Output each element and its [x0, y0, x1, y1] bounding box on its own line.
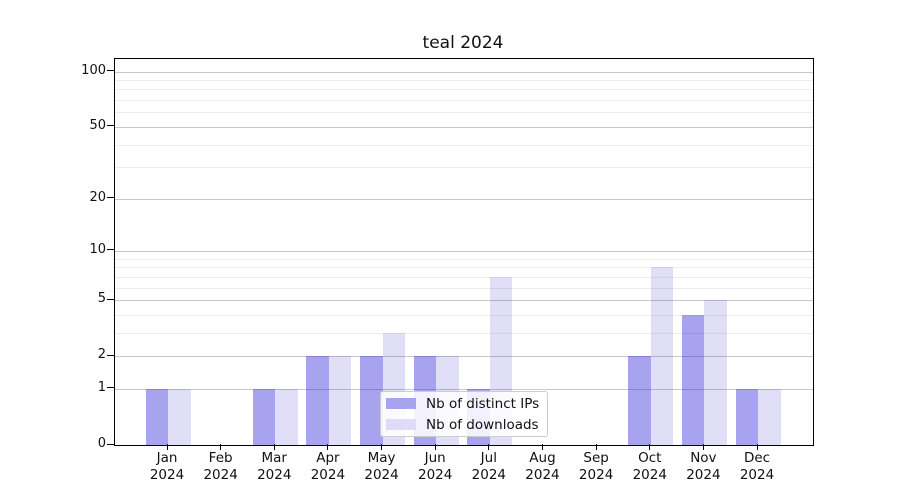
- bar-distinct-ips-mar: [252, 388, 276, 445]
- y-tick-mark: [107, 125, 114, 127]
- minor-gridline: [115, 80, 813, 82]
- major-gridline: [115, 250, 813, 252]
- y-tick-mark: [107, 298, 114, 300]
- legend-label: Nb of downloads: [426, 416, 539, 433]
- y-tick-mark: [107, 387, 114, 389]
- chart-title: teal 2024: [422, 33, 504, 53]
- minor-gridline: [115, 287, 813, 289]
- bar-downloads-nov: [704, 300, 727, 445]
- x-tick-year: 2024: [310, 467, 346, 483]
- bar-distinct-ips-dec: [735, 388, 759, 445]
- x-tick-label: Jul 2024: [449, 450, 529, 484]
- x-tick-mark: [327, 444, 329, 450]
- minor-gridline: [115, 100, 813, 102]
- x-tick-mark: [649, 444, 651, 450]
- x-tick-year: 2024: [418, 467, 453, 483]
- x-tick-mark: [166, 444, 168, 450]
- y-tick-label: 2: [97, 347, 106, 363]
- x-tick-year: 2024: [632, 467, 667, 483]
- bar-downloads-dec: [758, 388, 781, 445]
- x-tick-year: 2024: [257, 467, 292, 483]
- x-tick-mark: [488, 444, 490, 450]
- y-tick-mark: [107, 197, 114, 199]
- x-tick-mark: [756, 444, 758, 450]
- minor-gridline: [115, 144, 813, 146]
- bar-distinct-ips-nov: [681, 314, 705, 445]
- bar-downloads-mar: [275, 388, 298, 445]
- x-tick-mark: [541, 444, 543, 450]
- y-tick-label: 20: [89, 189, 106, 205]
- y-tick-label: 10: [89, 241, 106, 257]
- bar-distinct-ips-oct: [628, 356, 651, 445]
- y-tick-mark: [107, 354, 114, 356]
- minor-gridline: [115, 332, 813, 334]
- x-tick-label: Apr 2024: [288, 450, 368, 484]
- x-tick-year: 2024: [471, 467, 506, 483]
- x-tick-label: Dec 2024: [717, 450, 797, 484]
- x-tick-year: 2024: [149, 467, 185, 483]
- x-tick-year: 2024: [525, 467, 560, 483]
- minor-gridline: [115, 267, 813, 269]
- major-gridline: [115, 388, 813, 390]
- minor-gridline: [115, 167, 813, 169]
- x-tick-label: Sep 2024: [556, 450, 636, 484]
- x-tick-label: Jun 2024: [395, 450, 475, 484]
- x-tick-year: 2024: [739, 467, 775, 483]
- x-tick-label: May 2024: [342, 450, 422, 484]
- minor-gridline: [115, 258, 813, 260]
- y-tick-label: 0: [97, 436, 106, 451]
- y-tick-label: 100: [81, 62, 106, 78]
- minor-gridline: [115, 112, 813, 114]
- y-tick-mark: [107, 249, 114, 251]
- bar-distinct-ips-jan: [145, 388, 168, 445]
- x-tick-label: Nov 2024: [663, 450, 743, 484]
- x-tick-label: Jan 2024: [127, 450, 207, 484]
- x-tick-mark: [595, 444, 597, 450]
- y-tick-label: 50: [89, 117, 106, 133]
- x-tick-label: Mar 2024: [234, 450, 314, 484]
- bar-downloads-oct: [650, 267, 674, 445]
- major-gridline: [115, 300, 813, 302]
- x-tick-label: Aug 2024: [502, 450, 582, 484]
- minor-gridline: [115, 89, 813, 91]
- x-tick-mark: [434, 444, 436, 450]
- x-tick-year: 2024: [364, 467, 399, 483]
- bar-downloads-apr: [328, 356, 352, 445]
- y-tick-mark: [107, 70, 114, 72]
- legend-swatch-distinct-ips: [386, 398, 416, 409]
- x-tick-label: Feb 2024: [181, 450, 261, 484]
- bar-downloads-jan: [168, 388, 191, 445]
- major-gridline: [115, 126, 813, 128]
- x-tick-year: 2024: [686, 467, 721, 483]
- legend: Nb of distinct IPs Nb of downloads: [380, 391, 548, 437]
- y-tick-mark: [107, 443, 114, 445]
- y-tick-label: 1: [97, 379, 106, 395]
- x-tick-year: 2024: [578, 467, 614, 483]
- x-tick-mark: [702, 444, 704, 450]
- x-tick-label: Oct 2024: [610, 450, 690, 484]
- major-gridline: [115, 356, 813, 358]
- x-tick-mark: [273, 444, 275, 450]
- legend-label: Nb of distinct IPs: [426, 395, 540, 412]
- x-tick-year: 2024: [203, 467, 238, 483]
- minor-gridline: [115, 276, 813, 278]
- major-gridline: [115, 198, 813, 200]
- x-tick-mark: [381, 444, 383, 450]
- legend-item-downloads: Nb of downloads: [386, 417, 541, 433]
- x-tick-mark: [220, 444, 222, 450]
- bar-distinct-ips-apr: [306, 356, 329, 445]
- bar-distinct-ips-may: [360, 356, 383, 445]
- legend-swatch-downloads: [386, 419, 416, 430]
- legend-item-distinct-ips: Nb of distinct IPs: [386, 396, 541, 412]
- plot-area: [114, 58, 814, 446]
- y-tick-label: 5: [97, 291, 106, 307]
- major-gridline: [115, 71, 813, 73]
- minor-gridline: [115, 314, 813, 316]
